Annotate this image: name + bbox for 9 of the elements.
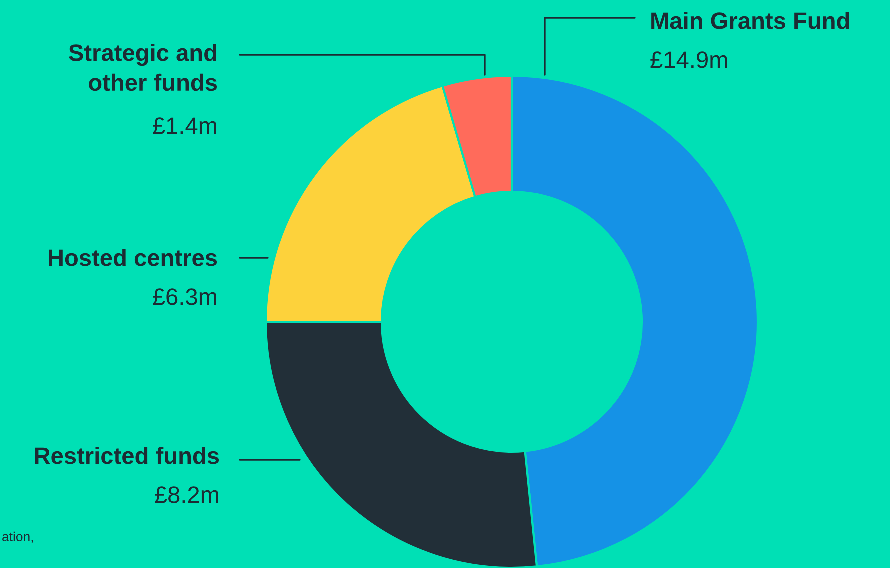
slice-label: Main Grants Fund (652, 12, 850, 30)
text: ation, (2, 532, 34, 544)
slice-label: Strategic and other funds (69, 44, 218, 92)
data-label: £6.3m (153, 288, 216, 306)
slice-label: Restricted funds (35, 447, 220, 464)
data-label: £8.2m (155, 486, 218, 504)
data-label: £14.9m (650, 52, 728, 68)
data-label: £1.4m (153, 118, 216, 134)
slice-label: Hosted centres (49, 249, 218, 266)
